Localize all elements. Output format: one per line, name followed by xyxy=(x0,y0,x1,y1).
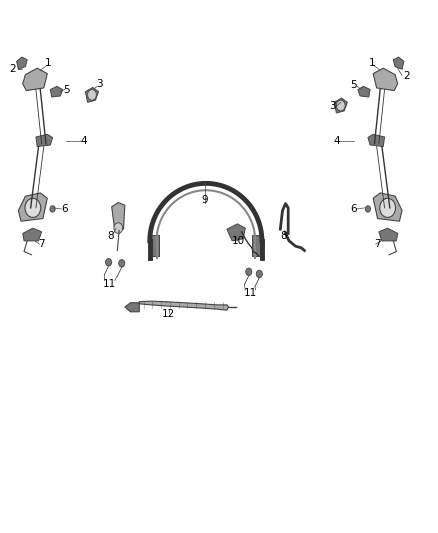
Text: 7: 7 xyxy=(374,239,381,249)
Text: 5: 5 xyxy=(350,80,357,90)
Circle shape xyxy=(88,90,96,100)
Polygon shape xyxy=(334,98,347,113)
Polygon shape xyxy=(368,134,385,147)
Text: 3: 3 xyxy=(328,101,336,110)
Text: 5: 5 xyxy=(63,85,70,94)
Circle shape xyxy=(106,259,112,266)
Circle shape xyxy=(246,268,252,276)
Text: 7: 7 xyxy=(38,239,45,249)
Polygon shape xyxy=(373,68,398,91)
Polygon shape xyxy=(227,224,245,241)
Text: 11: 11 xyxy=(244,288,257,298)
Text: 11: 11 xyxy=(103,279,116,288)
Text: 12: 12 xyxy=(162,310,175,319)
Text: 4: 4 xyxy=(81,136,88,146)
Circle shape xyxy=(119,260,125,267)
Polygon shape xyxy=(379,228,398,241)
Polygon shape xyxy=(373,193,402,221)
Text: 6: 6 xyxy=(61,204,68,214)
Polygon shape xyxy=(23,68,47,91)
Circle shape xyxy=(336,100,345,111)
Polygon shape xyxy=(85,87,99,102)
Circle shape xyxy=(25,198,41,217)
Text: 10: 10 xyxy=(232,236,245,246)
Polygon shape xyxy=(125,303,139,312)
Polygon shape xyxy=(17,57,27,69)
Circle shape xyxy=(50,206,55,212)
Circle shape xyxy=(256,270,262,278)
Text: 8: 8 xyxy=(107,231,114,240)
Text: 8: 8 xyxy=(280,231,287,240)
Polygon shape xyxy=(112,203,125,230)
Polygon shape xyxy=(150,235,159,256)
Text: 9: 9 xyxy=(201,195,208,205)
Text: 4: 4 xyxy=(333,136,340,146)
Polygon shape xyxy=(23,228,42,241)
Text: 6: 6 xyxy=(350,204,357,214)
Circle shape xyxy=(365,206,371,212)
Text: 3: 3 xyxy=(96,79,103,89)
Polygon shape xyxy=(358,86,370,97)
Polygon shape xyxy=(18,193,47,221)
Text: 1: 1 xyxy=(45,58,52,68)
Polygon shape xyxy=(36,134,53,147)
Text: 2: 2 xyxy=(9,64,16,74)
Polygon shape xyxy=(252,235,261,256)
Polygon shape xyxy=(50,86,63,97)
Polygon shape xyxy=(393,57,404,69)
Text: 2: 2 xyxy=(403,71,410,80)
Polygon shape xyxy=(139,301,229,310)
Circle shape xyxy=(380,198,396,217)
Text: 1: 1 xyxy=(369,58,376,68)
Circle shape xyxy=(114,223,123,233)
